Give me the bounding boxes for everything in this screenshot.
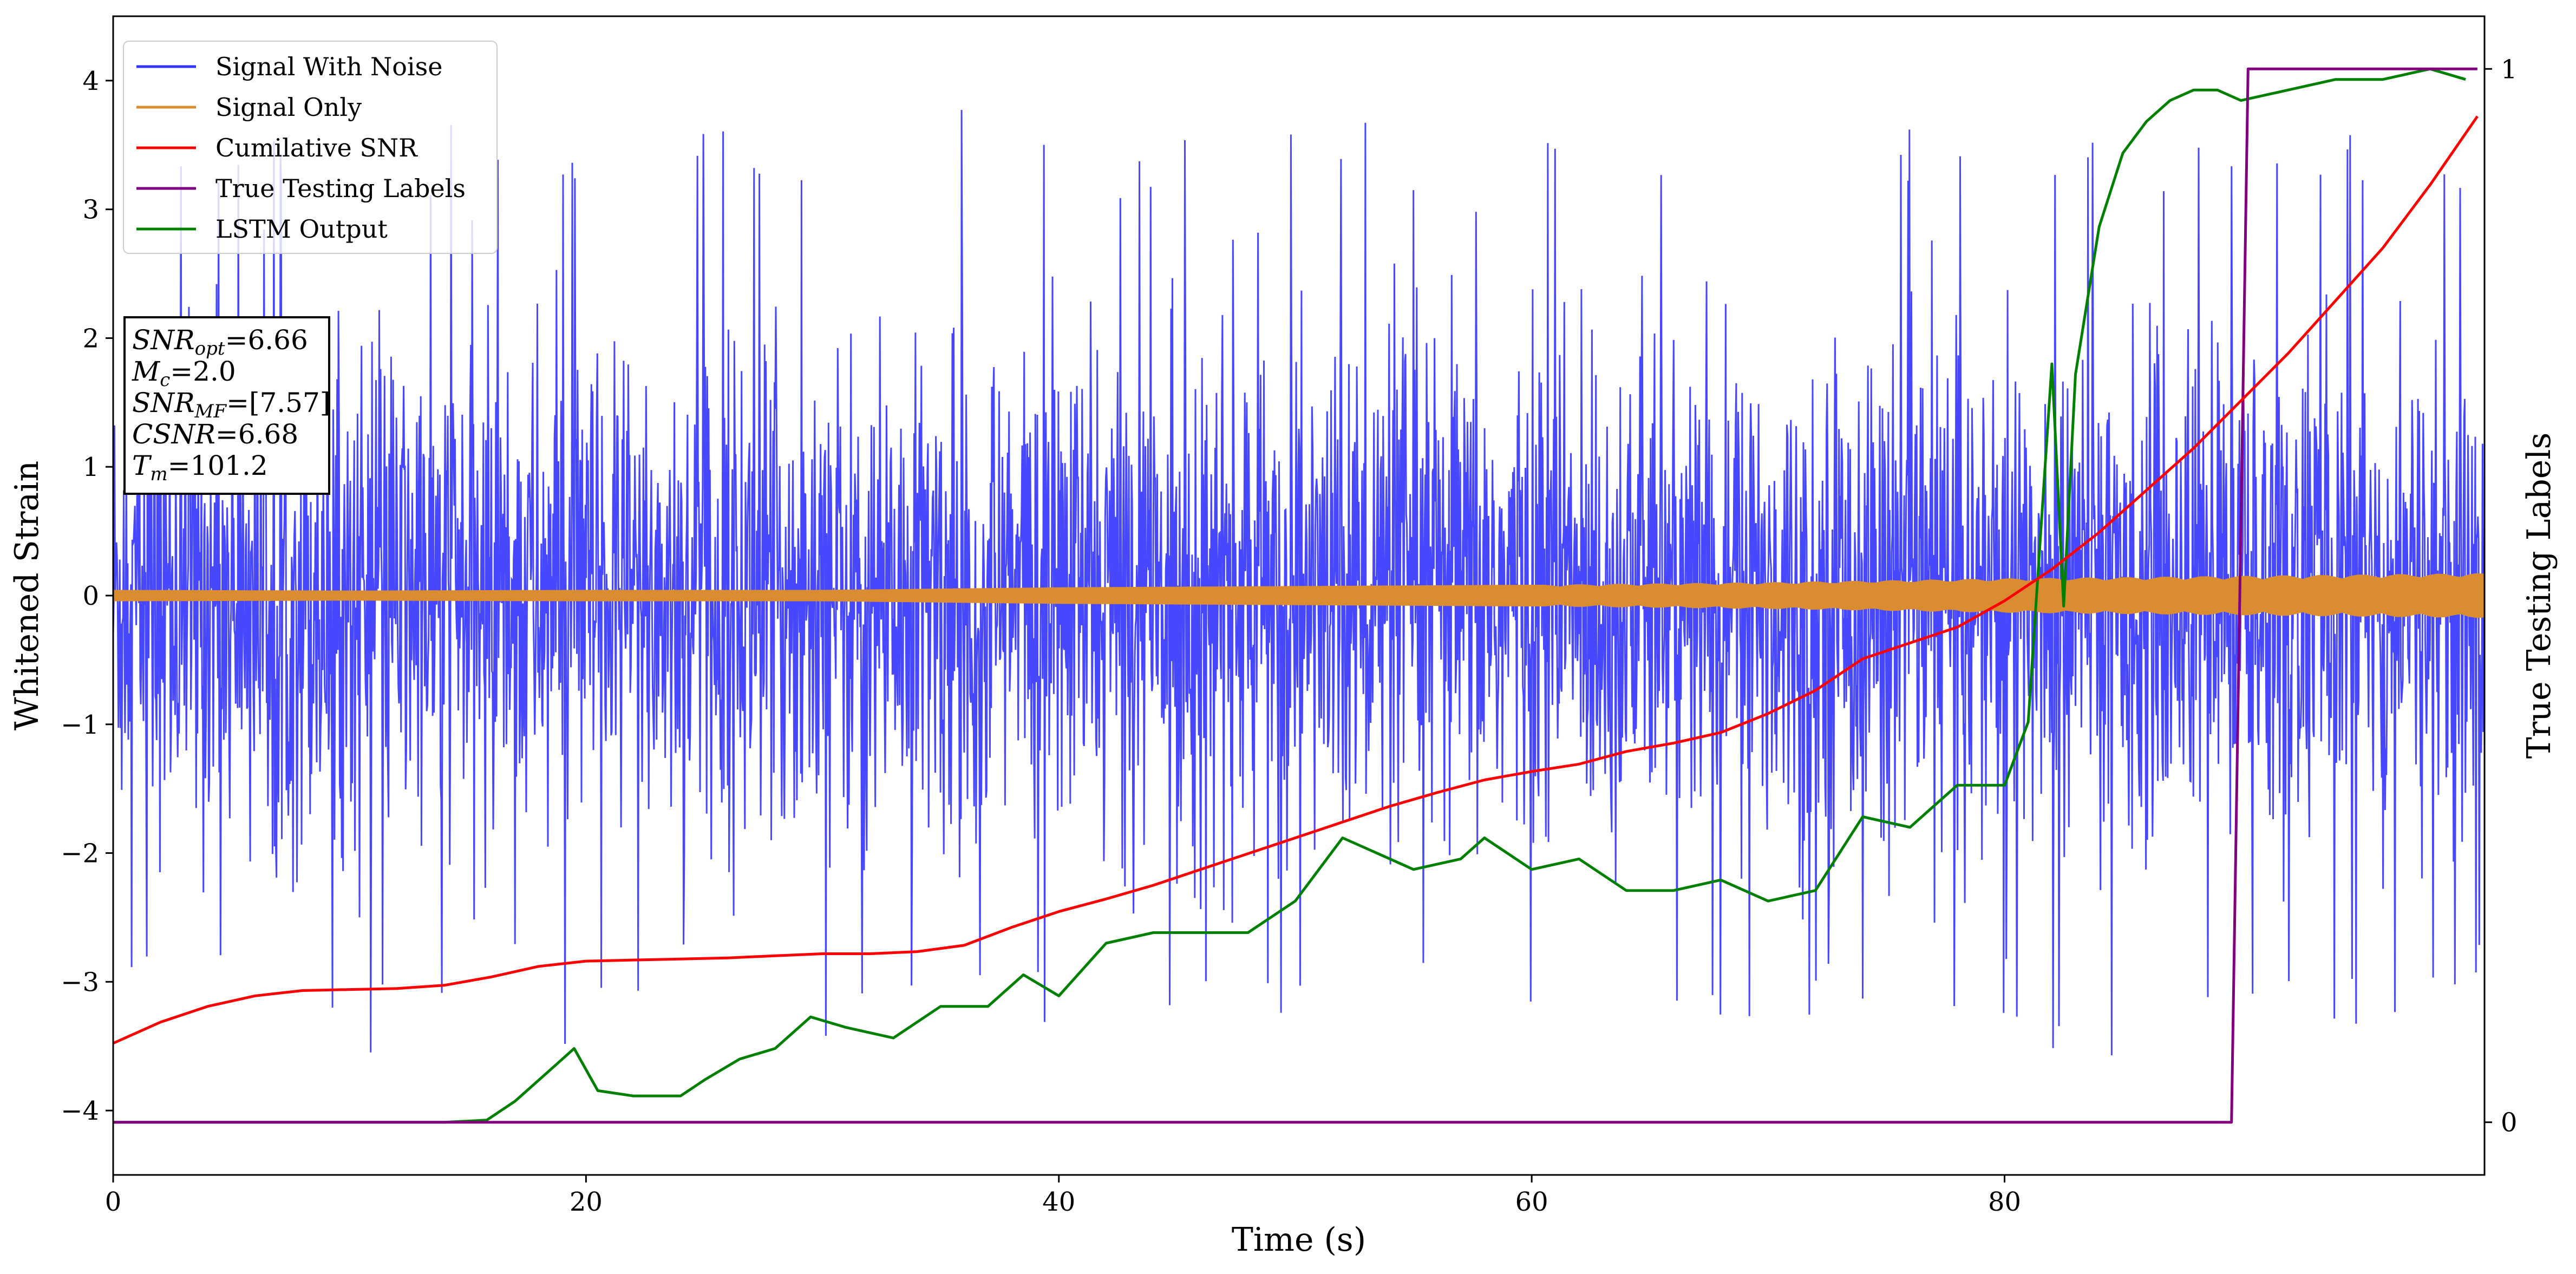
x-axis-ticks: 0 20 40 60 80 [105, 1175, 2021, 1217]
y2-axis-title: True Testing Labels [2520, 433, 2558, 759]
x-tick-label: 20 [570, 1187, 603, 1217]
x-tick-label: 60 [1515, 1187, 1548, 1217]
series-signal-only [113, 573, 2485, 618]
legend: Signal With Noise Signal Only Cumilative S… [123, 41, 498, 254]
y-tick-label: 0 [82, 581, 99, 611]
series-true-testing-labels [113, 67, 2477, 1124]
x-tick-label: 80 [1988, 1187, 2021, 1217]
y-axis-title: Whitened Strain [8, 461, 46, 730]
y-tick-label: −3 [61, 967, 99, 997]
annotation-line: Mc=2.0 [132, 356, 236, 391]
legend-label: Signal Only [215, 93, 362, 122]
annotation-line: SNRMF=[7.57] [132, 387, 330, 422]
y-axis-ticks: −4 −3 −2 −1 0 1 2 3 4 [61, 66, 113, 1126]
legend-label: True Testing Labels [215, 174, 466, 203]
x-axis-title: Time (s) [1232, 1221, 1366, 1259]
legend-label: LSTM Output [215, 214, 388, 244]
series-cumulative-snr [113, 115, 2479, 1045]
x-tick-label: 0 [105, 1187, 122, 1217]
annotation-frame [123, 316, 330, 495]
y2-tick-label: 0 [2501, 1108, 2518, 1138]
y-tick-label: −4 [61, 1096, 99, 1126]
y-tick-label: 1 [82, 452, 99, 482]
annotation-line: Tm=101.2 [132, 450, 268, 485]
legend-label: Cumilative SNR [215, 133, 418, 162]
y2-tick-label: 1 [2501, 54, 2518, 84]
series-lstm-output [113, 67, 2466, 1124]
annotation-box: SNRopt=6.66Mc=2.0SNRMF=[7.57]CSNR=6.68Tm… [123, 316, 330, 495]
y-tick-label: 2 [82, 323, 99, 354]
series-layer [113, 67, 2485, 1124]
series-signal-with-noise [113, 110, 2485, 1056]
annotation-line: SNRopt=6.66 [132, 324, 308, 360]
x-tick-label: 40 [1042, 1187, 1075, 1217]
legend-box [123, 41, 498, 254]
y2-axis-ticks: 01 [2485, 54, 2518, 1138]
annotation-line: CSNR=6.68 [132, 419, 298, 450]
legend-label: Signal With Noise [215, 52, 442, 81]
y-tick-label: −2 [61, 839, 99, 869]
y-tick-label: 4 [82, 66, 99, 96]
y-tick-label: 3 [82, 195, 99, 225]
y-tick-label: −1 [61, 710, 99, 740]
